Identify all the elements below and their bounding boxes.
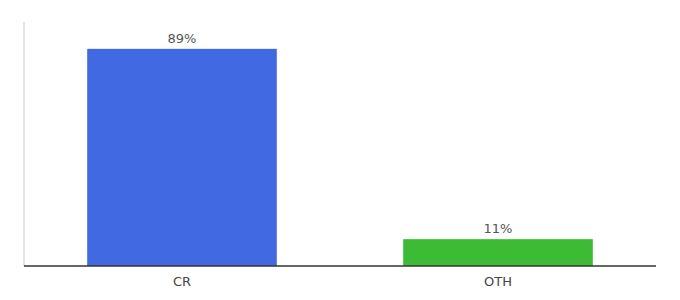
- bar: [403, 239, 593, 266]
- bar: [87, 49, 277, 266]
- x-axis-line: [24, 265, 656, 267]
- chart-container: 89% 11% CR OTH: [0, 0, 680, 300]
- x-tick-label: OTH: [484, 274, 512, 289]
- chart-svg: 89% 11% CR OTH: [0, 0, 680, 300]
- x-tick-label: CR: [173, 274, 191, 289]
- bars: [87, 49, 593, 266]
- data-label: 11%: [484, 221, 513, 236]
- y-axis-line: [24, 22, 25, 266]
- data-label: 89%: [168, 31, 197, 46]
